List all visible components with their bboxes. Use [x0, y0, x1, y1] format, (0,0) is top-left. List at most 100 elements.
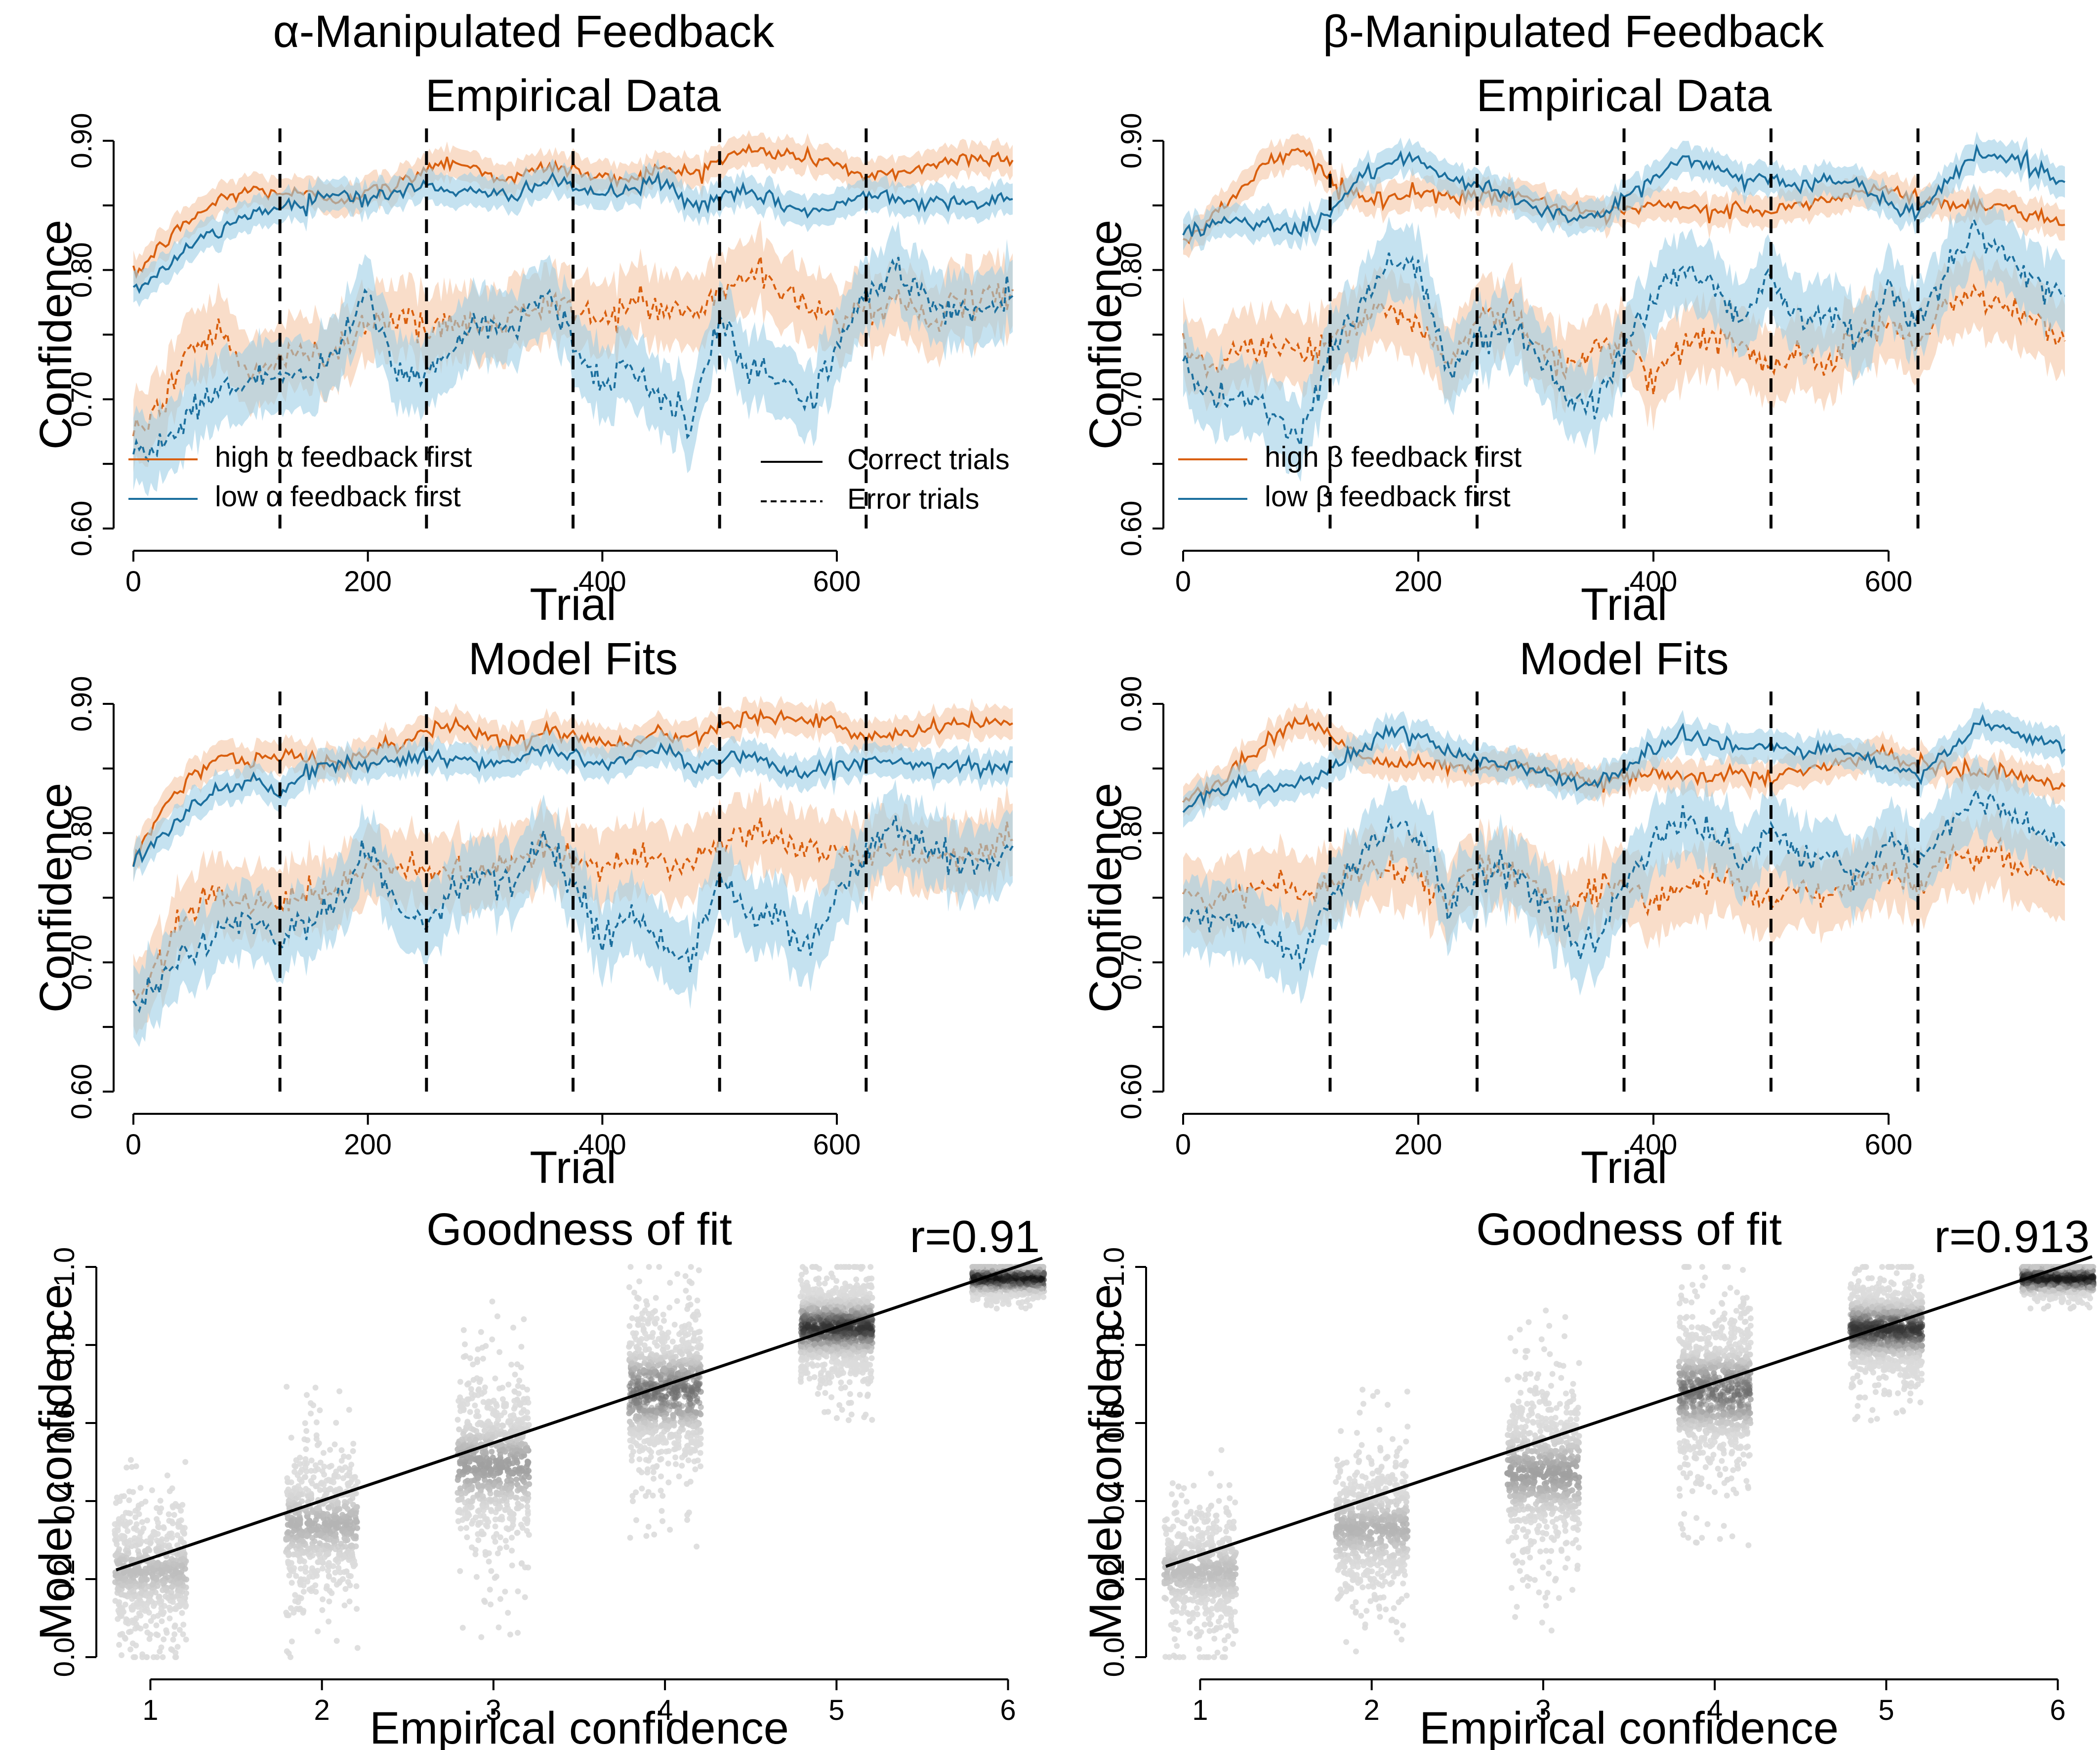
data-point	[843, 1286, 849, 1292]
data-point	[828, 1347, 835, 1353]
data-point	[169, 1520, 176, 1527]
data-point	[514, 1495, 520, 1501]
data-point	[828, 1270, 834, 1277]
data-point	[286, 1544, 292, 1550]
data-point	[685, 1302, 692, 1309]
legend-label-correct: Correct trials	[847, 444, 1010, 476]
y-tick-label: 0.80	[66, 242, 98, 298]
data-point	[176, 1627, 183, 1633]
data-point	[123, 1509, 129, 1516]
data-point	[691, 1311, 697, 1318]
data-point	[454, 1477, 461, 1483]
data-point	[841, 1264, 847, 1270]
data-point	[163, 1587, 169, 1593]
data-point	[509, 1535, 515, 1541]
data-point	[324, 1491, 329, 1497]
data-point	[658, 1473, 664, 1480]
data-point	[523, 1446, 529, 1452]
data-point	[522, 1422, 529, 1428]
data-point	[497, 1596, 503, 1602]
data-point	[169, 1647, 175, 1653]
data-point	[295, 1483, 301, 1489]
data-point	[671, 1321, 678, 1328]
data-point	[489, 1299, 495, 1304]
data-point	[137, 1485, 144, 1491]
data-point	[318, 1481, 324, 1487]
data-point	[320, 1596, 326, 1602]
data-point	[181, 1576, 187, 1582]
data-point	[630, 1449, 636, 1455]
data-point	[297, 1565, 304, 1572]
data-point	[694, 1354, 700, 1361]
data-point	[288, 1638, 295, 1645]
data-point	[652, 1427, 659, 1434]
data-point	[334, 1500, 340, 1506]
data-point	[674, 1271, 681, 1277]
data-point	[150, 1654, 157, 1660]
data-point	[524, 1504, 531, 1510]
data-point	[631, 1430, 638, 1437]
data-point	[518, 1441, 524, 1448]
data-point	[317, 1532, 323, 1538]
data-point	[686, 1350, 693, 1357]
data-point	[171, 1512, 177, 1518]
data-point	[310, 1474, 317, 1480]
data-point	[646, 1447, 652, 1453]
data-point	[676, 1473, 682, 1480]
data-point	[676, 1331, 682, 1337]
data-point	[502, 1485, 508, 1491]
data-point	[627, 1264, 634, 1270]
data-point	[143, 1623, 149, 1629]
data-point	[480, 1355, 486, 1362]
data-point	[308, 1528, 314, 1534]
data-point	[639, 1310, 646, 1316]
data-point	[353, 1517, 359, 1523]
data-point	[146, 1547, 153, 1553]
data-point	[855, 1304, 862, 1310]
data-point	[846, 1313, 852, 1320]
data-point	[812, 1341, 818, 1347]
data-point	[847, 1302, 853, 1308]
data-point	[688, 1264, 694, 1270]
data-point	[332, 1557, 339, 1563]
data-point	[643, 1381, 650, 1387]
data-point	[694, 1544, 700, 1550]
data-point	[168, 1530, 175, 1537]
data-point	[639, 1353, 645, 1360]
data-point	[663, 1394, 669, 1400]
data-point	[818, 1317, 824, 1323]
data-point	[349, 1560, 356, 1567]
data-point	[300, 1588, 307, 1595]
data-point	[317, 1407, 323, 1414]
data-point	[842, 1341, 848, 1347]
data-point	[159, 1562, 165, 1568]
data-point	[155, 1519, 161, 1526]
data-point	[496, 1349, 503, 1355]
data-point	[695, 1329, 701, 1336]
data-point	[849, 1289, 855, 1295]
data-point	[654, 1352, 659, 1358]
data-point	[515, 1383, 521, 1389]
data-point	[153, 1561, 160, 1568]
data-point	[659, 1493, 666, 1499]
data-point	[520, 1407, 527, 1413]
data-point	[283, 1537, 289, 1543]
data-point	[131, 1618, 138, 1624]
data-point	[480, 1493, 486, 1500]
data-point	[116, 1642, 123, 1648]
data-point	[858, 1335, 865, 1341]
data-point	[295, 1543, 301, 1549]
data-point	[489, 1336, 495, 1343]
data-point	[465, 1380, 472, 1386]
data-point	[516, 1465, 523, 1471]
data-point	[688, 1326, 694, 1332]
data-point	[286, 1572, 292, 1579]
data-point	[643, 1335, 650, 1342]
data-point	[481, 1512, 487, 1519]
data-point	[805, 1322, 811, 1328]
data-point	[136, 1610, 142, 1617]
data-point	[322, 1527, 329, 1533]
data-point	[670, 1358, 677, 1365]
data-point	[146, 1569, 153, 1576]
data-point	[345, 1531, 351, 1538]
